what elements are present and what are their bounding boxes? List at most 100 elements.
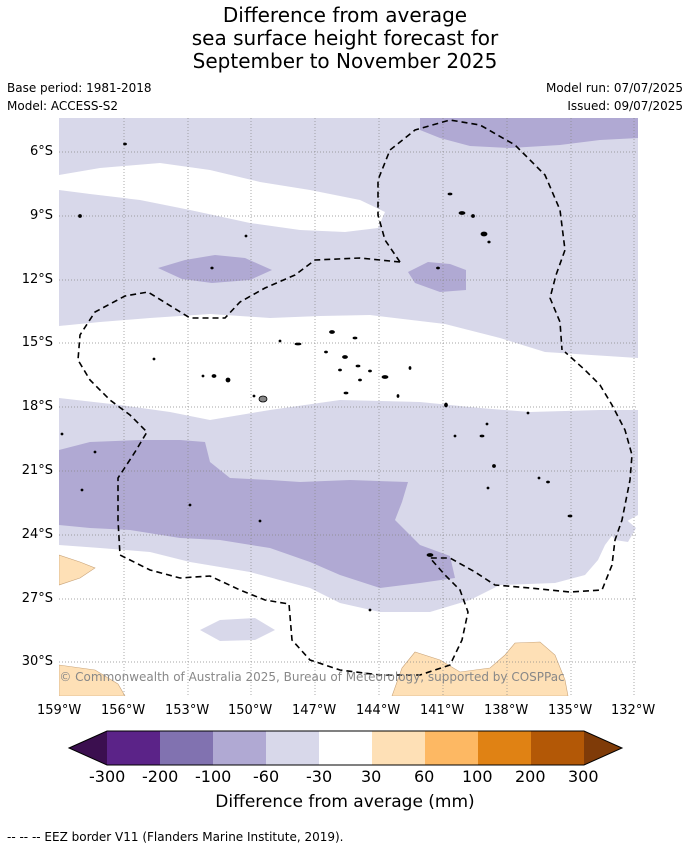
anomaly-patch-southeast: [608, 516, 636, 542]
island: [225, 377, 231, 383]
lat-label: 24°S: [21, 527, 53, 542]
anomaly-patch-central-west: [158, 255, 272, 283]
island: [492, 464, 496, 468]
island: [60, 432, 64, 436]
meta-right: Model run: 07/07/2025 Issued: 09/07/2025: [546, 79, 683, 115]
lat-label: 9°S: [29, 208, 53, 223]
island: [436, 266, 440, 270]
meta-left: Base period: 1981-2018 Model: ACCESS-S2: [7, 79, 152, 115]
island: [201, 374, 205, 378]
colorbar-tick: -100: [195, 767, 232, 786]
colorbar-tick: 300: [568, 767, 599, 786]
island: [479, 434, 485, 438]
lat-label: 30°S: [21, 654, 53, 669]
island: [426, 553, 434, 557]
lat-label: 15°S: [21, 335, 53, 350]
island: [458, 211, 466, 215]
island: [294, 342, 302, 346]
island: [329, 330, 335, 334]
colorbar-arrow-low: [69, 731, 107, 765]
colorbar-title: Difference from average (mm): [215, 792, 475, 812]
island: [258, 519, 262, 523]
colorbar-bin: [319, 731, 372, 765]
lon-label: 156°W: [101, 703, 146, 718]
islands: [60, 142, 573, 612]
colorbar-bin: [531, 731, 584, 765]
map-title: Difference from average sea surface heig…: [0, 4, 690, 73]
lon-label: 141°W: [420, 703, 465, 718]
colorbar-tick: -200: [142, 767, 179, 786]
lon-label: 138°W: [484, 703, 529, 718]
island: [537, 476, 541, 480]
map-plot-area: © Commonwealth of Australia 2025, Bureau…: [59, 118, 638, 696]
lat-label: 21°S: [21, 463, 53, 478]
colorbar-tick: -300: [89, 767, 126, 786]
lon-label: 132°W: [611, 703, 656, 718]
island: [526, 411, 530, 415]
colorbar-outline: [67, 730, 624, 766]
island: [487, 240, 491, 244]
colorbar-tick: 60: [414, 767, 435, 786]
island: [444, 402, 448, 408]
anomaly-patch-central-east: [408, 262, 466, 292]
island: [152, 357, 156, 361]
island: [188, 503, 192, 507]
colorbar-bin: [213, 731, 266, 765]
neutral-band-north: [59, 163, 385, 232]
island: [381, 375, 389, 379]
lat-label: 27°S: [21, 591, 53, 606]
colorbar-bin: [266, 731, 319, 765]
map-figure: © Commonwealth of Australia 2025, Bureau…: [59, 118, 638, 766]
eez-border-north: [377, 119, 566, 351]
anomaly-patch-south: [59, 440, 455, 588]
colorbar-bin: [478, 731, 531, 765]
colorbar-bin: [107, 731, 160, 765]
lat-label: 6°S: [29, 144, 53, 159]
positive-anomaly-southeast: [391, 641, 569, 696]
lon-label: 153°W: [165, 703, 210, 718]
colorbar: [67, 730, 624, 766]
issued-date: Issued: 09/07/2025: [567, 99, 683, 113]
lat-label: 12°S: [21, 272, 53, 287]
island: [485, 422, 489, 426]
island: [546, 480, 550, 484]
island: [396, 394, 400, 398]
island: [252, 394, 256, 398]
anomaly-patch-south-small: [200, 618, 275, 641]
model-name: Model: ACCESS-S2: [7, 99, 119, 113]
title-line-3: September to November 2025: [192, 49, 498, 73]
colorbar-tick: -60: [253, 767, 280, 786]
island: [368, 369, 372, 373]
island: [342, 355, 348, 359]
island: [355, 364, 361, 368]
colorbar-tick: 200: [515, 767, 546, 786]
colorbar-arrow-high: [584, 731, 622, 765]
island: [211, 374, 217, 378]
colorbar-bin: [372, 731, 425, 765]
lon-label: 159°W: [37, 703, 82, 718]
eez-border-main: [77, 257, 633, 676]
lat-label: 18°S: [21, 399, 53, 414]
copyright-notice: © Commonwealth of Australia 2025, Bureau…: [59, 670, 564, 684]
island: [471, 214, 475, 218]
island: [567, 514, 573, 518]
island: [78, 214, 82, 218]
island: [324, 350, 328, 354]
island: [93, 450, 97, 454]
base-period: Base period: 1981-2018: [7, 81, 152, 95]
colorbar-bin: [425, 731, 478, 765]
island: [486, 486, 490, 490]
island: [453, 434, 457, 438]
island: [244, 234, 248, 238]
island: [338, 368, 342, 372]
colorbar-tick: 30: [361, 767, 382, 786]
island: [278, 339, 282, 343]
island: [210, 266, 214, 270]
island: [80, 488, 84, 492]
graticule: [59, 118, 638, 696]
title-line-1: Difference from average: [222, 3, 468, 27]
island: [447, 192, 453, 196]
colorbar-bin: [160, 731, 213, 765]
island: [408, 366, 412, 370]
island: [358, 378, 362, 382]
